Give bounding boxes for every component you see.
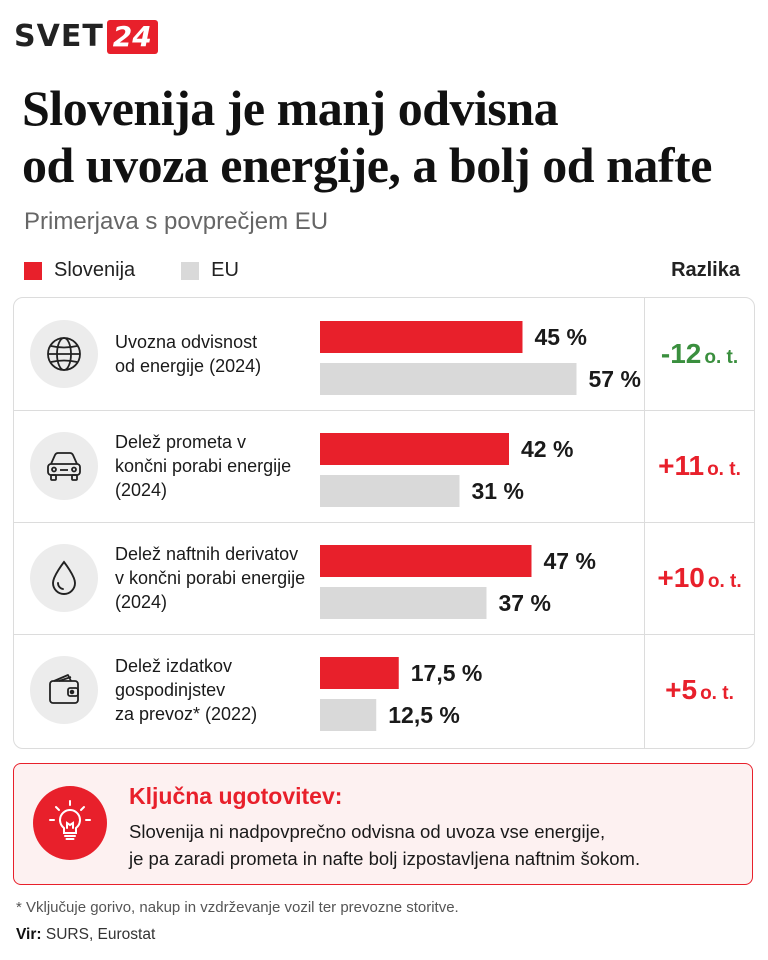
difference-number: +10 <box>657 562 705 593</box>
row-label: Delež izdatkov gospodinjstev za prevoz* … <box>115 654 315 726</box>
difference-value: +5 o. t. <box>645 674 754 706</box>
bar-value-label: 45 % <box>535 324 587 350</box>
row-label-line: za prevoz* (2022) <box>115 704 258 724</box>
bar-value-label: 12,5 % <box>388 702 460 728</box>
difference-unit: o. t. <box>707 571 742 592</box>
row-household-transport: Delež izdatkov gospodinjstev za prevoz* … <box>14 634 754 746</box>
row-import-dependency: Uvozna odvisnost od energije (2024) -12 o… <box>14 298 754 410</box>
row-divider <box>14 410 754 411</box>
brand-logo: SVET 24 <box>14 20 158 54</box>
difference-unit: o. t. <box>707 459 741 480</box>
key-finding-line: je pa zaradi prometa in nafte bolj izpos… <box>129 848 641 869</box>
source: Vir: SURS, Eurostat <box>16 926 155 944</box>
row-label-line: Uvozna odvisnost <box>115 332 258 352</box>
legend-label-slovenija: Slovenija <box>54 259 136 281</box>
key-finding-line: Slovenija ni nadpovprečno odvisna od uvo… <box>129 821 606 842</box>
row-divider <box>14 522 754 523</box>
row-transport-share: Delež prometa v končni porabi energije (… <box>14 410 754 522</box>
bar-slovenija <box>320 657 399 689</box>
page-title: Slovenija je manj odvisna od uvoza energ… <box>22 80 752 194</box>
subtitle: Primerjava s povprečjem EU <box>24 208 329 235</box>
difference-number: +11 <box>658 450 705 481</box>
source-text: SURS, Eurostat <box>45 926 156 943</box>
lightbulb-icon <box>33 786 107 860</box>
difference-value: +10 o. t. <box>645 562 754 594</box>
bar-value-label: 31 % <box>472 478 524 504</box>
source-label: Vir: <box>16 926 42 943</box>
bar-value-label: 42 % <box>521 436 573 462</box>
difference-divider <box>644 298 645 748</box>
bar-value-label: 47 % <box>544 548 596 574</box>
drop-icon <box>30 544 98 612</box>
difference-unit: o. t. <box>700 683 734 704</box>
row-label-line: Delež prometa v <box>115 432 247 452</box>
legend-item-eu: EU <box>181 259 239 282</box>
difference-unit: o. t. <box>704 347 739 368</box>
row-oil-share: Delež naftnih derivatov v končni porabi … <box>14 522 754 634</box>
difference-number: -12 <box>660 338 702 369</box>
bar-value-label: 37 % <box>499 590 551 616</box>
key-finding-text: Slovenija ni nadpovprečno odvisna od uvo… <box>129 818 729 872</box>
key-finding-title: Ključna ugotovitev: <box>129 783 343 809</box>
bar-slovenija <box>320 433 509 465</box>
brand-name: SVET <box>14 19 104 54</box>
row-label-line: od energije (2024) <box>115 356 262 376</box>
legend-swatch-eu <box>181 261 200 280</box>
legend-label-eu: EU <box>211 259 239 281</box>
title-line-1: Slovenija je manj odvisna <box>22 80 559 136</box>
row-label-line: v končni porabi energije <box>115 568 306 588</box>
legend: Slovenija EU <box>24 259 285 282</box>
row-label-line: končni porabi energije <box>115 456 292 476</box>
bar-value-label: 17,5 % <box>411 660 483 686</box>
row-label: Delež naftnih derivatov v končni porabi … <box>115 542 315 614</box>
bar-slovenija <box>320 545 532 577</box>
row-label-line: gospodinjstev <box>115 680 226 700</box>
wallet-icon <box>30 656 98 724</box>
bar-value-label: 57 % <box>589 366 641 392</box>
bar-slovenija <box>320 321 523 353</box>
legend-swatch-slovenija <box>24 261 42 280</box>
footnote: * Vključuje gorivo, nakup in vzdrževanje… <box>16 899 459 916</box>
row-label-line: (2024) <box>115 480 168 500</box>
row-label: Delež prometa v končni porabi energije (… <box>115 430 315 502</box>
bar-chart: 45 % 42 % 47 % 17,5 % 57 % 31 % 37 % 12,5 % <box>320 321 641 731</box>
bar-eu <box>320 363 577 395</box>
bar-eu <box>320 475 460 507</box>
row-label-line: (2024) <box>115 592 168 612</box>
difference-value: -12 o. t. <box>645 338 754 370</box>
legend-item-slovenija: Slovenija <box>24 259 135 282</box>
row-label-line: Delež izdatkov <box>115 656 233 676</box>
row-label: Uvozna odvisnost od energije (2024) <box>115 330 315 378</box>
title-line-2: od uvoza energije, a bolj od nafte <box>22 137 712 193</box>
key-finding-box: Ključna ugotovitev: Slovenija ni nadpovp… <box>13 763 753 885</box>
bar-eu <box>320 699 377 731</box>
globe-icon <box>30 320 98 388</box>
difference-value: +11 o. t. <box>645 450 754 482</box>
difference-number: +5 <box>665 674 698 705</box>
bar-eu <box>320 587 487 619</box>
row-label-line: Delež naftnih derivatov <box>115 544 299 564</box>
car-icon <box>30 432 98 500</box>
comparison-panel: Uvozna odvisnost od energije (2024) -12 o… <box>13 297 755 749</box>
brand-number: 24 <box>106 20 158 54</box>
row-divider <box>14 634 754 635</box>
difference-header: Razlika <box>671 259 740 281</box>
